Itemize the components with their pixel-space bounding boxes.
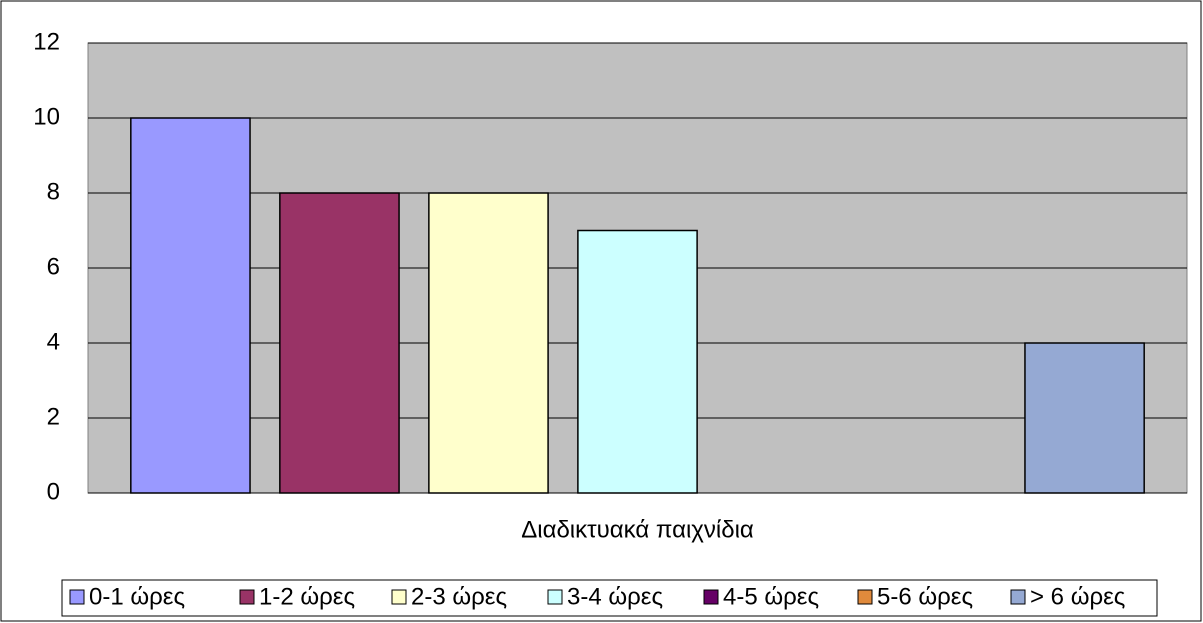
legend-swatch [857, 589, 873, 605]
bar [577, 229, 698, 494]
y-tick-label: 6 [47, 253, 60, 280]
legend-label: 0-1 ώρες [89, 583, 185, 610]
legend-swatch [1010, 589, 1026, 605]
bar [130, 117, 251, 494]
bar [428, 192, 549, 494]
legend-swatch [69, 589, 85, 605]
legend-label: 5-6 ώρες [877, 583, 973, 610]
bar [1024, 342, 1145, 494]
x-tick-label: Διαδικτυακά παιχνίδια [521, 516, 754, 543]
legend-label: 3-4 ώρες [567, 583, 663, 610]
legend-swatch [239, 589, 255, 605]
legend-swatch [391, 589, 407, 605]
legend-label: > 6 ώρες [1030, 583, 1125, 610]
y-tick-label: 12 [33, 28, 60, 55]
legend-label: 4-5 ώρες [723, 583, 819, 610]
legend-swatch [703, 589, 719, 605]
legend-label: 1-2 ώρες [259, 583, 355, 610]
bar [279, 192, 400, 494]
y-tick-label: 0 [47, 478, 60, 505]
y-tick-label: 4 [47, 328, 60, 355]
y-tick-label: 8 [47, 178, 60, 205]
legend-label: 2-3 ώρες [411, 583, 507, 610]
legend-swatch [547, 589, 563, 605]
y-tick-label: 2 [47, 403, 60, 430]
y-tick-label: 10 [33, 103, 60, 130]
